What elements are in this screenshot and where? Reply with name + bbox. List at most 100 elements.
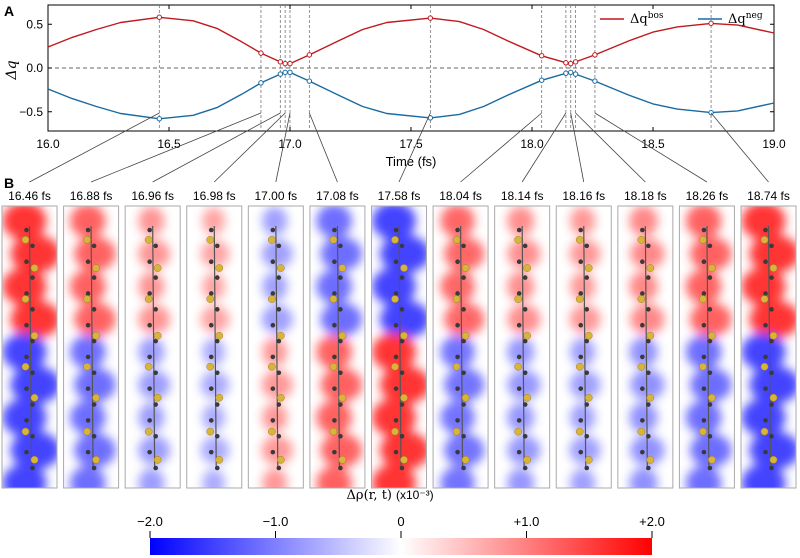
density-blob <box>685 400 722 435</box>
density-blob <box>629 467 658 488</box>
frame-time-label: 16.96 fs <box>131 189 174 203</box>
density-blob <box>262 403 288 432</box>
density-blob <box>202 403 226 432</box>
density-blob <box>440 335 475 369</box>
carbon-atom <box>24 449 29 455</box>
sulfur-atom <box>30 331 39 340</box>
density-blob <box>507 206 535 236</box>
frame-border <box>309 205 366 489</box>
carbon-atom <box>646 307 651 312</box>
carbon-atom <box>208 449 214 455</box>
connector-line <box>152 112 281 183</box>
molecule-backbone <box>644 225 648 471</box>
density-blob <box>200 436 230 464</box>
carbon-atom <box>85 322 91 328</box>
data-point <box>708 109 714 116</box>
carbon-atom <box>399 433 405 439</box>
carbon-atom <box>214 307 220 312</box>
sulfur-atom <box>92 393 100 402</box>
carbon-atom <box>153 433 158 439</box>
sulfur-atom <box>267 235 276 244</box>
sulfur-atom <box>144 295 153 303</box>
carbon-atom <box>455 418 460 423</box>
frame-border <box>494 205 551 489</box>
carbon-atom <box>214 243 220 249</box>
density-blob <box>570 206 596 236</box>
density-blob <box>690 236 732 271</box>
density-blob <box>372 206 416 240</box>
carbon-atom <box>85 449 91 455</box>
carbon-atom <box>153 465 158 471</box>
carbon-atom <box>461 243 466 249</box>
carbon-atom <box>30 370 35 376</box>
density-blob <box>320 433 363 468</box>
density-frame <box>555 205 612 489</box>
sulfur-atom <box>400 393 408 402</box>
molecule-backbone <box>213 225 217 471</box>
carbon-atom <box>461 402 466 407</box>
carbon-atom <box>276 402 282 407</box>
density-blob <box>690 302 732 337</box>
carbon-atom <box>147 291 152 296</box>
carbon-atom <box>393 386 399 391</box>
carbon-atom <box>763 259 768 265</box>
carbon-atom <box>646 243 651 249</box>
data-point <box>277 71 284 77</box>
sulfur-atom <box>699 362 707 371</box>
y-tick-label: 0.5 <box>26 17 43 31</box>
sulfur-atom <box>708 264 716 272</box>
sulfur-atom <box>769 455 778 464</box>
sulfur-atom <box>276 331 285 340</box>
carbon-atom <box>147 449 152 455</box>
density-blob <box>440 400 475 435</box>
frame-border <box>432 205 489 489</box>
sulfur-atom <box>267 295 276 303</box>
density-blob <box>316 269 352 304</box>
sulfur-atom <box>523 393 532 402</box>
density-blob <box>70 400 106 435</box>
carbon-atom <box>701 449 707 455</box>
carbon-atom <box>208 291 214 296</box>
density-blob <box>316 335 352 369</box>
colorbar-ticks: −2.0 −1.0 0 +1.0 +2.0 <box>137 514 665 538</box>
carbon-atom <box>147 259 152 265</box>
legend-entry: Δqbos <box>630 11 664 27</box>
colorbar-label-unit: (x10⁻³) <box>396 488 434 502</box>
sulfur-atom <box>153 264 162 272</box>
connector-line <box>90 112 262 183</box>
density-blob <box>74 236 116 271</box>
density-blob <box>749 234 796 273</box>
carbon-atom <box>214 275 220 280</box>
connector-line <box>521 112 567 183</box>
data-point <box>156 116 163 122</box>
carbon-atom <box>85 291 91 296</box>
carbon-atom <box>640 354 645 360</box>
carbon-atom <box>640 259 645 265</box>
sulfur-atom <box>329 362 338 371</box>
carbon-atom <box>208 259 214 265</box>
sulfur-atom <box>391 427 399 436</box>
carbon-atom <box>646 465 651 471</box>
density-blob <box>629 402 658 433</box>
carbon-atom <box>214 465 220 471</box>
sulfur-atom <box>523 331 532 340</box>
sulfur-atom <box>391 235 399 244</box>
sulfur-atom <box>276 455 285 464</box>
sulfur-atom <box>338 455 347 464</box>
sulfur-atom <box>329 235 338 244</box>
density-blob <box>70 335 106 369</box>
carbon-atom <box>455 386 460 391</box>
carbon-atom <box>578 449 584 455</box>
density-blob <box>138 206 165 236</box>
density-blob <box>629 206 658 237</box>
density-blob <box>630 369 665 400</box>
carbon-atom <box>584 338 590 344</box>
carbon-atom <box>270 354 276 360</box>
density-blob <box>630 238 665 269</box>
density-blob <box>440 269 475 304</box>
carbon-atom <box>707 370 713 376</box>
density-blob <box>372 267 416 306</box>
carbon-atom <box>270 291 276 296</box>
density-blob <box>685 466 722 488</box>
carbon-atom <box>208 322 214 328</box>
